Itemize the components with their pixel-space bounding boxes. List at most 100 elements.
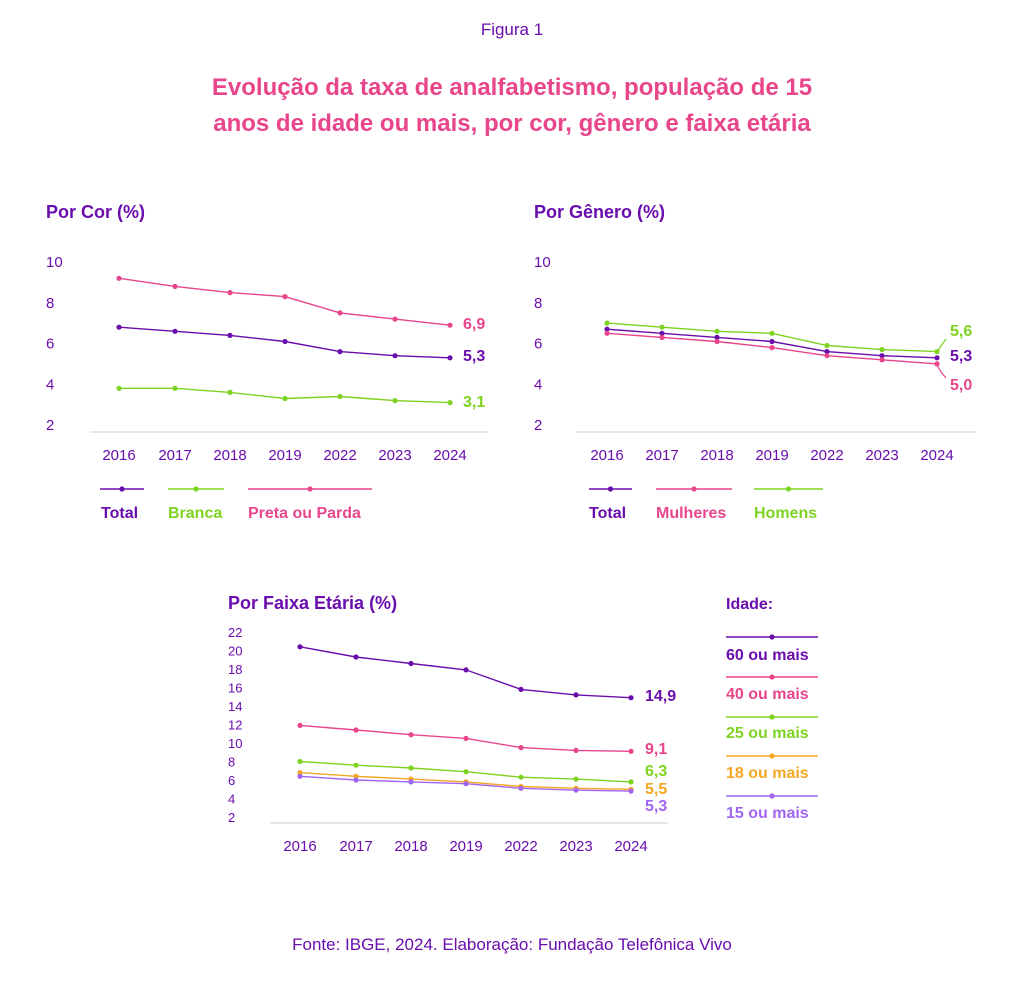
legend-label: 25 ou mais	[726, 725, 809, 742]
legend-label: Homens	[754, 505, 817, 522]
data-point	[518, 785, 524, 791]
chart-title: Por Faixa Etária (%)	[228, 593, 397, 613]
title-line-2: anos de idade ou mais, por cor, gênero e…	[213, 110, 811, 137]
data-point	[659, 330, 665, 336]
x-tick-label: 2023	[865, 447, 898, 464]
x-tick-label: 2022	[504, 838, 537, 855]
y-tick-label: 8	[534, 295, 542, 312]
data-point	[769, 330, 775, 336]
data-point	[227, 290, 233, 296]
legend-label: 18 ou mais	[726, 765, 809, 782]
chart-title: Evolução da taxa de analfabetismo, popul…	[112, 70, 912, 142]
y-tick-label: 4	[46, 376, 54, 393]
legend-marker	[307, 486, 313, 492]
data-point	[408, 660, 414, 667]
x-tick-label: 2023	[378, 447, 411, 464]
data-point	[353, 727, 359, 733]
data-point	[447, 400, 453, 406]
data-point	[714, 334, 720, 340]
y-tick-label: 4	[228, 792, 235, 807]
source-note: Fonte: IBGE, 2024. Elaboração: Fundação …	[292, 935, 732, 954]
x-tick-label: 2024	[614, 838, 647, 855]
data-point	[714, 328, 720, 334]
chart-3: Por Faixa Etária (%)22201816141210864220…	[228, 593, 818, 855]
x-tick-label: 2023	[559, 838, 592, 855]
data-point	[769, 338, 775, 345]
legend-label: Mulheres	[656, 505, 726, 522]
data-point	[116, 385, 122, 391]
chart-title: Por Gênero (%)	[534, 202, 665, 222]
data-point	[518, 745, 524, 751]
series-25-ou-mais: 6,3	[297, 758, 667, 785]
data-point	[447, 355, 453, 361]
x-tick-label: 2018	[700, 447, 733, 464]
legend-marker	[769, 793, 775, 799]
y-tick-label: 12	[228, 718, 242, 733]
data-point	[604, 326, 610, 332]
data-point	[628, 788, 634, 794]
legend-label: Total	[589, 505, 626, 522]
data-point	[227, 389, 233, 395]
data-point	[628, 748, 634, 754]
legend-marker	[691, 486, 697, 492]
y-tick-label: 2	[46, 417, 54, 434]
data-point	[353, 773, 359, 779]
legend-marker	[193, 486, 199, 492]
data-point	[573, 747, 579, 754]
data-point	[392, 316, 398, 322]
data-point	[879, 357, 885, 363]
end-value-label: 14,9	[645, 688, 676, 705]
chart-2: Por Gênero (%) 10 8 6 4 2 2016 2017 2018 2019 2022…	[534, 202, 975, 522]
data-point	[392, 398, 398, 404]
end-value-label: 5,3	[463, 348, 485, 365]
data-point	[604, 330, 610, 336]
data-point	[172, 283, 178, 289]
data-point	[282, 395, 288, 402]
title-line-1: Evolução da taxa de analfabetismo, popul…	[211, 74, 813, 101]
data-point	[297, 773, 303, 779]
x-tick-label: 2016	[102, 447, 135, 464]
series-homens: 5,6	[604, 320, 972, 355]
y-tick-label: 2	[534, 417, 542, 434]
data-point	[408, 779, 414, 785]
legend-label: 15 ou mais	[726, 805, 809, 822]
y-tick-label: 6	[46, 336, 54, 353]
x-tick-label: 2019	[755, 447, 788, 464]
y-tick-label: 6	[228, 773, 235, 788]
legend-marker	[785, 486, 792, 492]
data-point	[282, 294, 288, 300]
x-tick-label: 2018	[213, 447, 246, 464]
data-point	[824, 349, 830, 355]
x-tick-label: 2022	[810, 447, 843, 464]
x-tick-label: 2019	[268, 447, 301, 464]
series-total: 5,3	[116, 324, 485, 365]
legend-marker	[607, 486, 614, 492]
data-point	[659, 324, 665, 330]
y-tick-label: 6	[534, 336, 542, 353]
data-point	[297, 758, 303, 765]
x-tick-label: 2017	[645, 447, 678, 464]
data-point	[353, 762, 359, 768]
y-tick-label: 14	[228, 699, 242, 714]
figure-label: Figura 1	[480, 20, 544, 39]
y-tick-label: 10	[228, 736, 242, 751]
data-point	[463, 769, 469, 775]
legend-title: Idade:	[726, 596, 773, 613]
x-tick-label: 2019	[449, 838, 482, 855]
series-preta-ou-parda: 6,9	[116, 275, 485, 333]
legend-label: 40 ou mais	[726, 686, 809, 703]
y-tick-label: 10	[534, 254, 551, 271]
data-point	[408, 732, 414, 738]
end-value-label: 3,1	[463, 394, 485, 411]
data-point	[573, 787, 579, 793]
data-point	[573, 692, 579, 698]
x-tick-label: 2016	[590, 447, 623, 464]
label-connector	[936, 338, 947, 353]
end-value-label: 9,1	[645, 741, 667, 758]
data-point	[172, 328, 178, 334]
label-connector	[936, 364, 947, 379]
x-tick-label: 2022	[323, 447, 356, 464]
x-tick-label: 2024	[920, 447, 953, 464]
data-point	[297, 644, 303, 650]
